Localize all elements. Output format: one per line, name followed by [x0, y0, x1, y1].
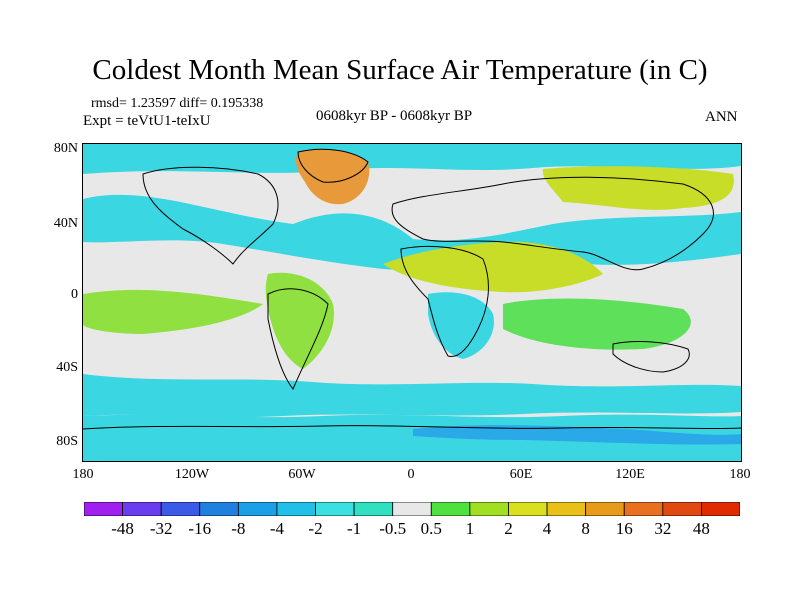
coastlines [83, 148, 741, 430]
colorbar-label: 48 [692, 519, 710, 538]
lon-label-180w: 180 [72, 467, 94, 482]
lon-label-60w: 60W [288, 467, 316, 482]
colorbar-swatch [237, 502, 278, 516]
field-southern-cyan [83, 374, 741, 418]
colorbar-swatch [546, 502, 587, 516]
colorbar-label: 8 [581, 519, 590, 538]
experiment-text: Expt = teVtU1-teIxU [83, 113, 211, 129]
coast-south-america [267, 288, 329, 390]
colorbar-swatch [353, 502, 394, 516]
lat-label-40s: 40S [56, 360, 78, 375]
field-arctic-cyan [83, 144, 741, 174]
colorbar-label: 0.5 [420, 519, 442, 538]
coast-africa [400, 245, 489, 358]
field-antarctic-blue [413, 425, 741, 445]
colorbar-label: -32 [149, 519, 173, 538]
field-samerica-green [265, 272, 334, 369]
stats-text: rmsd= 1.23597 diff= 0.195338 [91, 96, 264, 111]
colorbar-swatch [701, 502, 740, 516]
coast-greenland [297, 148, 369, 183]
lat-label-80s: 80S [56, 434, 78, 449]
colorbar-label: 4 [542, 519, 552, 538]
colorbar-label: -16 [188, 519, 212, 538]
lon-label-0: 0 [407, 467, 415, 482]
colorbar-label: -48 [111, 519, 134, 538]
lat-label-0: 0 [71, 287, 78, 302]
colorbar-label: -2 [308, 519, 323, 538]
lon-label-120e: 120E [615, 467, 645, 482]
lat-label-80n: 80N [53, 141, 78, 156]
colorbar-label: -1 [347, 519, 362, 538]
colorbar-swatch [276, 502, 316, 516]
coast-eurasia [391, 176, 714, 271]
field-sahara-yellow [383, 241, 603, 293]
colorbar-label: 16 [615, 519, 633, 538]
coast-australia [612, 341, 690, 373]
period-text: 0608kyr BP - 0608kyr BP [316, 108, 473, 124]
colorbar-swatch [392, 502, 432, 516]
coast-north-america [142, 166, 279, 265]
colorbar-swatch [430, 502, 471, 516]
temperature-map [82, 143, 742, 462]
colorbar-swatch [585, 502, 625, 516]
field-africa-cyan [428, 292, 494, 359]
plot-title: Coldest Month Mean Surface Air Temperatu… [92, 54, 708, 86]
colorbar-label: -8 [231, 519, 246, 538]
colorbar-swatch [508, 502, 548, 516]
colorbar-swatch [199, 502, 239, 516]
colorbar-swatch [160, 502, 201, 516]
field-indian-green [503, 298, 691, 350]
colorbar-swatch [84, 502, 123, 516]
colorbar-label: 1 [465, 519, 475, 538]
colorbar-label: -4 [269, 519, 285, 538]
season-text: ANN [705, 109, 738, 125]
lon-label-60e: 60E [509, 467, 533, 482]
lon-label-120w: 120W [174, 467, 210, 482]
colorbar-label: 32 [654, 519, 672, 538]
colorbar-swatch [662, 502, 702, 516]
colorbar-label: 2 [504, 519, 513, 538]
coast-antarctica [83, 425, 741, 430]
colorbar-swatch [623, 502, 664, 516]
lat-label-40n: 40N [53, 216, 78, 231]
field-pacific-green [83, 289, 263, 334]
colorbar-label: -0.5 [379, 519, 407, 538]
field-atlantic-orange [295, 149, 370, 205]
colorbar-swatch [122, 502, 162, 516]
colorbar-swatch [315, 502, 355, 516]
lon-label-180e: 180 [729, 467, 751, 482]
colorbar [84, 502, 740, 516]
colorbar-swatch [469, 502, 509, 516]
